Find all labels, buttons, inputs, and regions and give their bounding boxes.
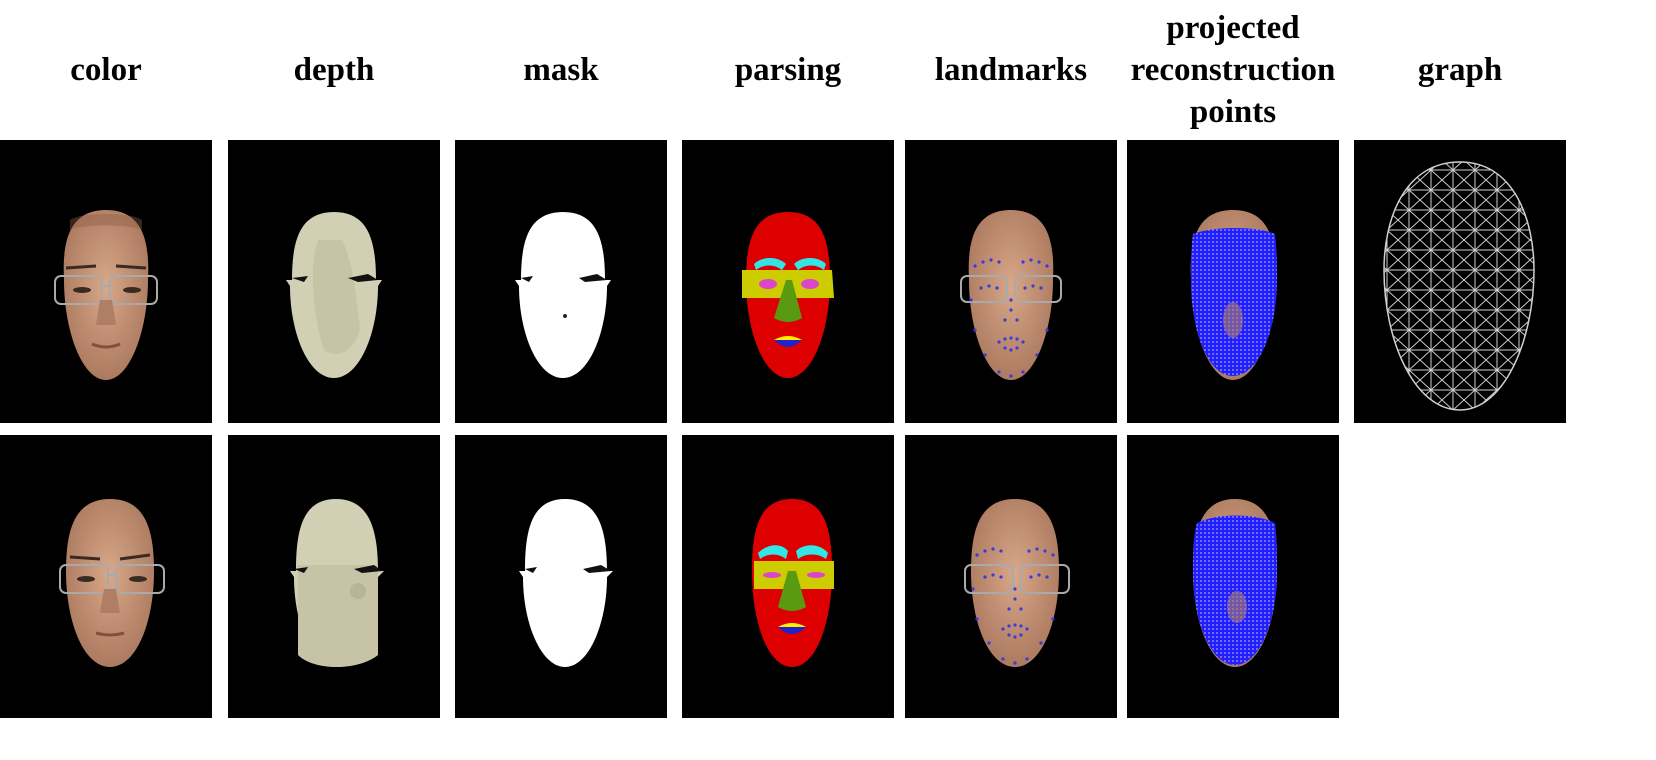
row-1-parsing-image — [682, 140, 894, 423]
header-projected: projected reconstruction points — [1127, 0, 1339, 140]
header-graph: graph — [1354, 0, 1566, 140]
header-landmarks-text: landmarks — [934, 52, 1088, 88]
header-color-text: color — [70, 52, 142, 88]
header-projected-line-2: reconstruction — [1130, 52, 1336, 88]
row-2-color-image — [0, 435, 212, 718]
row-2-mask-image — [455, 435, 667, 718]
row-2-projected-image — [1127, 435, 1339, 718]
header-parsing-text: parsing — [734, 52, 842, 88]
header-color: color — [0, 0, 212, 140]
row-1-projected-image — [1127, 140, 1339, 423]
row-1-color-image — [0, 140, 212, 423]
row-1-mask-image — [455, 140, 667, 423]
header-depth: depth — [228, 0, 440, 140]
row-1-graph-image — [1354, 140, 1566, 423]
header-graph-text: graph — [1417, 52, 1503, 88]
header-depth-text: depth — [293, 52, 375, 88]
row-2-parsing-image — [682, 435, 894, 718]
header-mask: mask — [455, 0, 667, 140]
row-1-depth-image — [228, 140, 440, 423]
header-parsing: parsing — [682, 0, 894, 140]
row-1-landmarks-image — [905, 140, 1117, 423]
row-2-landmarks-image — [905, 435, 1117, 718]
header-projected-line-3: points — [1189, 94, 1277, 130]
row-2-depth-image — [228, 435, 440, 718]
header-mask-text: mask — [523, 52, 599, 88]
header-landmarks: landmarks — [905, 0, 1117, 140]
header-projected-line-1: projected — [1166, 10, 1300, 46]
